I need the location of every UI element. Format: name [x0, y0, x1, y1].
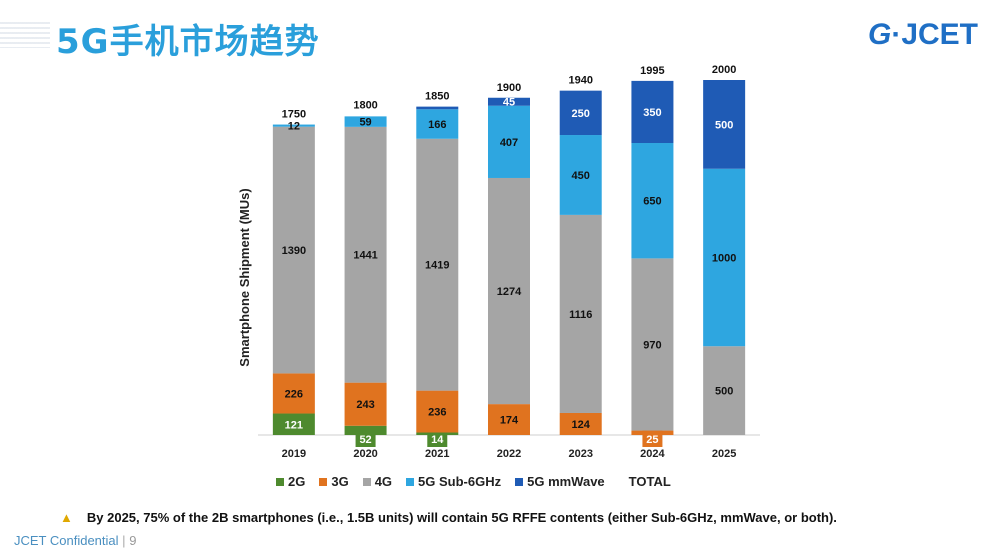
bar-4g-2019	[272, 126, 315, 374]
x-tick-label: 2025	[712, 448, 736, 460]
page-number: 9	[129, 533, 137, 548]
legend-swatch	[515, 477, 524, 486]
legend-label: 4G	[374, 474, 393, 489]
bar-4g-2024	[631, 258, 674, 431]
data-label: 1419	[425, 260, 449, 272]
bar-5g-sub-6ghz-2021	[416, 109, 459, 139]
data-label: 45	[503, 97, 515, 109]
data-label: 1441	[353, 250, 377, 262]
x-tick-label: 2022	[497, 448, 521, 460]
bar-4g-2022	[488, 177, 530, 405]
data-label: 166	[428, 119, 446, 131]
logo-text: JCET	[901, 18, 978, 51]
data-label: 174	[500, 415, 519, 427]
x-tick-label: 2019	[282, 448, 306, 460]
bar-4g-2020	[344, 126, 387, 383]
total-label: 1940	[568, 75, 592, 87]
data-label: 226	[285, 388, 303, 400]
legend-item: 5G mmWave	[515, 474, 605, 489]
bar-3g-2023	[559, 412, 602, 435]
total-label: 1900	[497, 82, 521, 94]
data-label: 1390	[282, 245, 306, 257]
data-label: 1116	[569, 309, 592, 321]
data-label: 500	[715, 119, 733, 131]
legend-swatch	[319, 477, 328, 486]
data-label: 243	[356, 399, 374, 411]
footnote-text: By 2025, 75% of the 2B smartphones (i.e.…	[86, 510, 837, 525]
bar-5g-mmwave-2023	[559, 90, 602, 136]
warning-icon: ▲	[60, 510, 73, 525]
bar-4g-2021	[416, 138, 459, 391]
bar-5g-sub-6ghz-2019	[272, 124, 315, 127]
data-label: 970	[643, 339, 661, 351]
data-label: 500	[715, 386, 733, 398]
chart-legend: 2G 3G 4G 5G Sub-6GHz 5G mmWave TOTAL	[276, 474, 671, 489]
x-tick-label: 2024	[640, 448, 665, 460]
data-label: 52	[359, 434, 371, 446]
bar-5g-mmwave-2025	[703, 80, 746, 169]
logo-mark-icon: G	[867, 18, 892, 51]
jcet-logo: G·JCET	[867, 18, 978, 51]
total-label: 1750	[282, 108, 306, 120]
legend-item: 3G	[319, 474, 349, 489]
total-label: 1850	[425, 91, 449, 103]
y-axis-label: Smartphone Shipment (MUs)	[237, 188, 252, 366]
data-label: 12	[288, 121, 300, 133]
legend-item: 5G Sub-6GHz	[406, 474, 501, 489]
data-label: 407	[500, 137, 518, 149]
data-label: 450	[572, 170, 590, 182]
small-value-box	[355, 430, 376, 447]
footer: JCET Confidential | 9	[14, 533, 137, 548]
data-label: 250	[572, 108, 590, 120]
data-label: 121	[285, 419, 303, 431]
legend-label: 2G	[288, 474, 306, 489]
bar-5g-mmwave-2024	[631, 80, 674, 144]
legend-swatch	[276, 477, 284, 486]
total-label: 1995	[640, 65, 664, 77]
data-label: 650	[643, 196, 661, 208]
bar-3g-2021	[416, 390, 459, 433]
total-label: 2000	[712, 64, 736, 76]
x-tick-label: 2023	[568, 448, 592, 460]
data-label: 25	[646, 434, 658, 446]
total-label: 1800	[353, 100, 377, 112]
bar-5g-sub-6ghz-2024	[631, 143, 674, 259]
bar-3g-2019	[272, 373, 315, 414]
legend-label: 3G	[331, 474, 349, 489]
bar-5g-sub-6ghz-2023	[559, 135, 602, 215]
bar-5g-sub-6ghz-2020	[344, 116, 387, 127]
bar-3g-2020	[344, 382, 387, 426]
legend-swatch	[406, 477, 415, 486]
legend-swatch	[362, 477, 371, 486]
x-tick-label: 2021	[425, 448, 449, 460]
data-label: 1274	[497, 286, 522, 298]
bar-4g-2023	[559, 214, 602, 413]
bar-5g-mmwave-2021	[416, 106, 459, 110]
bar-2g-2019	[272, 413, 315, 435]
bar-5g-sub-6ghz-2022	[488, 105, 530, 178]
page-title: 5G手机市场趋势	[56, 22, 320, 62]
small-value-box	[427, 430, 448, 447]
small-value-box	[642, 430, 663, 447]
data-label: 59	[359, 117, 371, 129]
data-label: 350	[643, 107, 661, 119]
data-label: 14	[431, 434, 444, 446]
footnote: ▲ By 2025, 75% of the 2B smartphones (i.e…	[60, 510, 837, 525]
legend-item: 2G	[276, 474, 305, 489]
confidential-label: JCET Confidential	[14, 533, 119, 548]
legend-item-total: TOTAL	[628, 474, 671, 489]
legend-item: 4G	[362, 474, 393, 489]
data-label: 236	[428, 407, 446, 419]
bar-3g-2022	[488, 404, 530, 435]
bar-5g-mmwave-2022	[488, 97, 530, 106]
data-label: 1000	[712, 253, 736, 265]
x-tick-label: 2020	[353, 448, 377, 460]
data-label: 124	[572, 419, 591, 431]
legend-label: 5G mmWave	[527, 474, 605, 489]
bar-5g-sub-6ghz-2025	[703, 168, 746, 347]
title-decoration	[0, 22, 50, 48]
legend-label: 5G Sub-6GHz	[418, 474, 502, 489]
bar-4g-2025	[703, 346, 746, 435]
